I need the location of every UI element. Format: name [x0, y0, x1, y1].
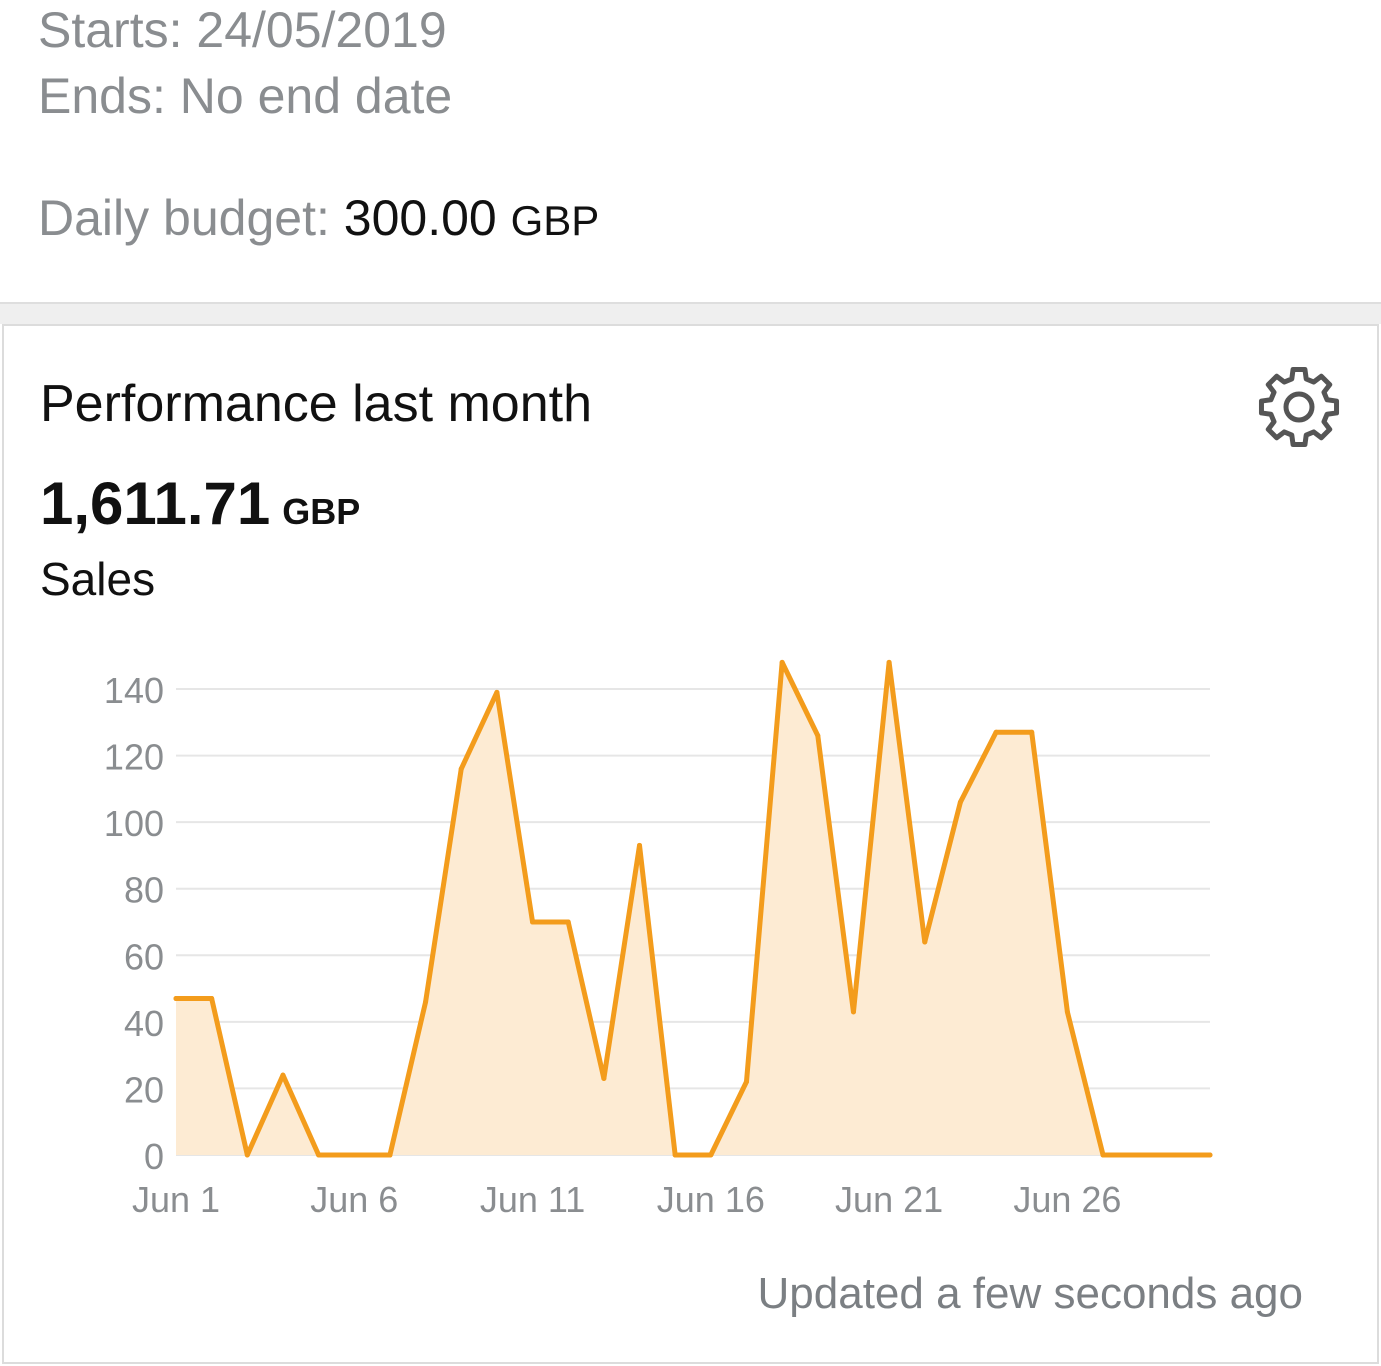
y-tick-label: 20	[124, 1069, 164, 1110]
x-tick-label: Jun 1	[132, 1179, 220, 1220]
x-tick-label: Jun 16	[657, 1179, 765, 1220]
sales-point	[637, 842, 643, 848]
y-tick-label: 0	[144, 1136, 164, 1177]
sales-point	[1029, 729, 1035, 735]
sales-point	[957, 799, 963, 805]
daily-budget-unit: GBP	[510, 197, 600, 244]
x-tick-label: Jun 26	[1013, 1179, 1121, 1220]
sales-point	[351, 1152, 357, 1158]
sales-point	[1171, 1152, 1177, 1158]
sales-point	[815, 733, 821, 739]
campaign-details: Starts: 24/05/2019 Ends: No end date Dai…	[0, 0, 1381, 302]
metric-label: Sales	[40, 553, 156, 605]
end-date-line: Ends: No end date	[38, 71, 452, 121]
sales-point	[530, 919, 536, 925]
gear-icon[interactable]	[1256, 364, 1342, 450]
sales-point	[601, 1075, 607, 1081]
sales-point	[886, 659, 892, 665]
sales-total-unit: GBP	[282, 491, 361, 532]
end-date-label: Ends:	[38, 68, 166, 124]
sales-point	[387, 1152, 393, 1158]
performance-card: 0 20 40 60 80 100 120 140 Jun 1 Jun 6 Jun 11 Jun 16…	[2, 324, 1379, 1364]
sales-chart: 0 20 40 60 80 100 120 140 Jun 1 Jun 6 Jun 11 Jun 16…	[104, 659, 1213, 1220]
end-date-value: No end date	[179, 68, 453, 124]
y-tick-label: 120	[104, 737, 164, 778]
sales-total-amount: 1,611.71	[40, 470, 271, 537]
sales-point	[565, 919, 571, 925]
sales-point	[1100, 1152, 1106, 1158]
sales-line	[173, 659, 1213, 1158]
daily-budget-label: Daily budget:	[38, 190, 330, 246]
sales-point	[672, 1152, 678, 1158]
daily-budget-value: 300.00	[343, 190, 497, 246]
x-tick-label: Jun 11	[480, 1179, 585, 1220]
y-tick-label: 80	[124, 870, 164, 911]
sales-point	[173, 996, 179, 1002]
updated-status: Updated a few seconds ago	[757, 1269, 1304, 1318]
sales-point	[458, 766, 464, 772]
sales-point	[244, 1152, 250, 1158]
sales-point	[922, 939, 928, 945]
x-tick-label: Jun 21	[835, 1179, 943, 1220]
sales-point	[993, 729, 999, 735]
sales-point	[1064, 1009, 1070, 1015]
sales-point	[423, 999, 429, 1005]
performance-title: Performance last month	[40, 375, 593, 433]
start-date-label: Starts:	[38, 2, 183, 58]
sales-total: 1,611.71 GBP	[40, 474, 360, 534]
start-date-value: 24/05/2019	[196, 2, 447, 58]
sales-point	[743, 1079, 749, 1085]
sales-point	[1136, 1152, 1142, 1158]
sales-point	[1207, 1152, 1213, 1158]
section-divider	[0, 302, 1381, 324]
y-tick-label: 140	[104, 670, 164, 711]
sales-point	[708, 1152, 714, 1158]
sales-point	[779, 659, 785, 665]
y-tick-label: 40	[124, 1003, 164, 1044]
daily-budget-line: Daily budget: 300.00 GBP	[38, 193, 599, 243]
sales-point	[280, 1072, 286, 1078]
x-tick-label: Jun 6	[310, 1179, 398, 1220]
y-tick-label: 100	[104, 803, 164, 844]
sales-point	[850, 1009, 856, 1015]
y-tick-label: 60	[124, 936, 164, 977]
sales-point	[494, 689, 500, 695]
sales-point	[316, 1152, 322, 1158]
start-date-line: Starts: 24/05/2019	[38, 5, 447, 55]
sales-area-fill	[176, 662, 1210, 1155]
sales-point	[209, 996, 215, 1002]
